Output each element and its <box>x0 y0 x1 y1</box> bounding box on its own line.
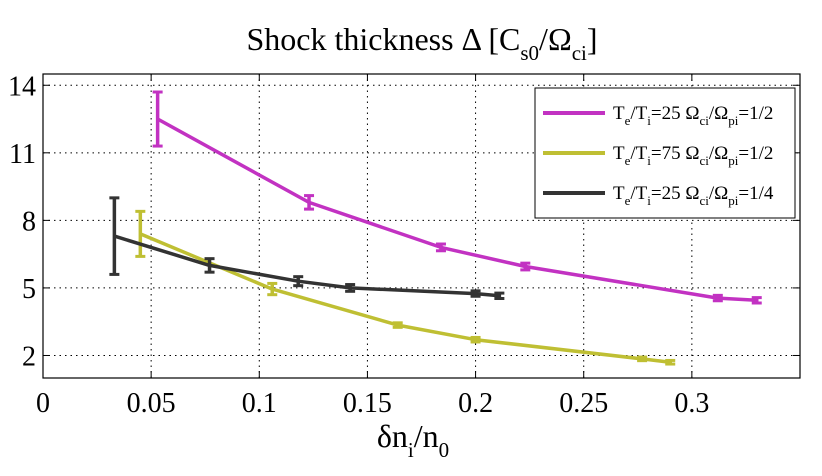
series-3 <box>109 196 505 301</box>
series-1 <box>152 90 762 305</box>
x-tick-label: 0.1 <box>242 388 277 419</box>
x-axis-label: δni/n0 <box>377 418 449 462</box>
y-tick-label: 5 <box>22 274 36 305</box>
x-tick-labels: 0 0.05 0.1 0.15 0.2 0.25 0.3 <box>36 388 709 419</box>
x-tick-label: 0.05 <box>127 388 176 419</box>
legend-label-1: Te/Ti=25 Ωci/Ωpi=1/2 <box>613 103 773 128</box>
x-tick-label: 0.3 <box>674 388 709 419</box>
series-line <box>156 117 757 303</box>
axis-ticks <box>42 74 800 378</box>
data-point <box>152 90 163 148</box>
y-tick-label: 8 <box>22 206 36 237</box>
x-tick-label: 0 <box>36 388 50 419</box>
data-point <box>494 291 505 301</box>
data-point <box>470 289 481 298</box>
data-point <box>267 281 278 297</box>
y-tick-label: 2 <box>22 341 36 372</box>
data-point <box>751 296 762 305</box>
series-2 <box>135 209 676 366</box>
data-point <box>637 355 648 363</box>
x-tick-label: 0.15 <box>343 388 392 419</box>
data-point <box>392 321 403 329</box>
x-tick-label: 0.2 <box>458 388 493 419</box>
y-tick-label: 14 <box>8 71 36 102</box>
data-point <box>435 242 446 253</box>
data-point <box>520 261 531 272</box>
data-point <box>470 335 481 344</box>
data-point <box>712 293 723 303</box>
data-point <box>665 358 676 366</box>
series-line <box>113 234 500 298</box>
data-point <box>304 194 315 211</box>
data-point <box>109 196 120 276</box>
data-point <box>293 275 304 288</box>
series-layer <box>109 90 762 366</box>
x-tick-label: 0.25 <box>559 388 608 419</box>
y-tick-label: 11 <box>9 139 36 170</box>
data-point <box>135 209 146 258</box>
data-point <box>345 283 356 293</box>
legend-label-2: Te/Ti=75 Ωci/Ωpi=1/2 <box>613 143 773 168</box>
y-tick-labels: 2 5 8 11 14 <box>8 71 36 372</box>
chart-title: Shock thickness Δ [Cs0/Ωci] <box>246 21 597 65</box>
data-point <box>204 257 215 274</box>
legend-label-3: Te/Ti=25 Ωci/Ωpi=1/4 <box>613 183 774 208</box>
legend: Te/Ti=25 Ωci/Ωpi=1/2 Te/Ti=75 Ωci/Ωpi=1/… <box>534 87 796 219</box>
